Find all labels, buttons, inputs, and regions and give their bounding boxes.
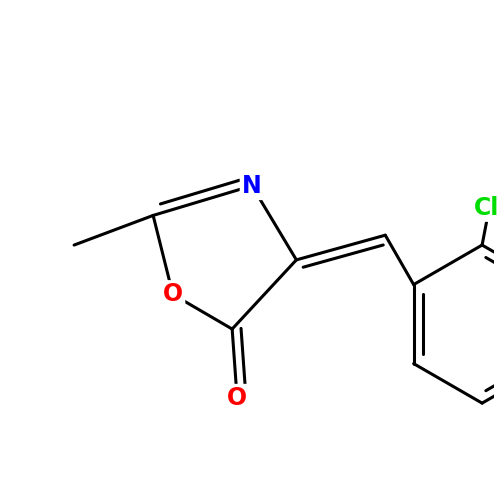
Text: O: O xyxy=(163,282,183,306)
Text: Cl: Cl xyxy=(474,196,500,220)
Text: N: N xyxy=(242,174,262,198)
Text: O: O xyxy=(227,386,247,410)
